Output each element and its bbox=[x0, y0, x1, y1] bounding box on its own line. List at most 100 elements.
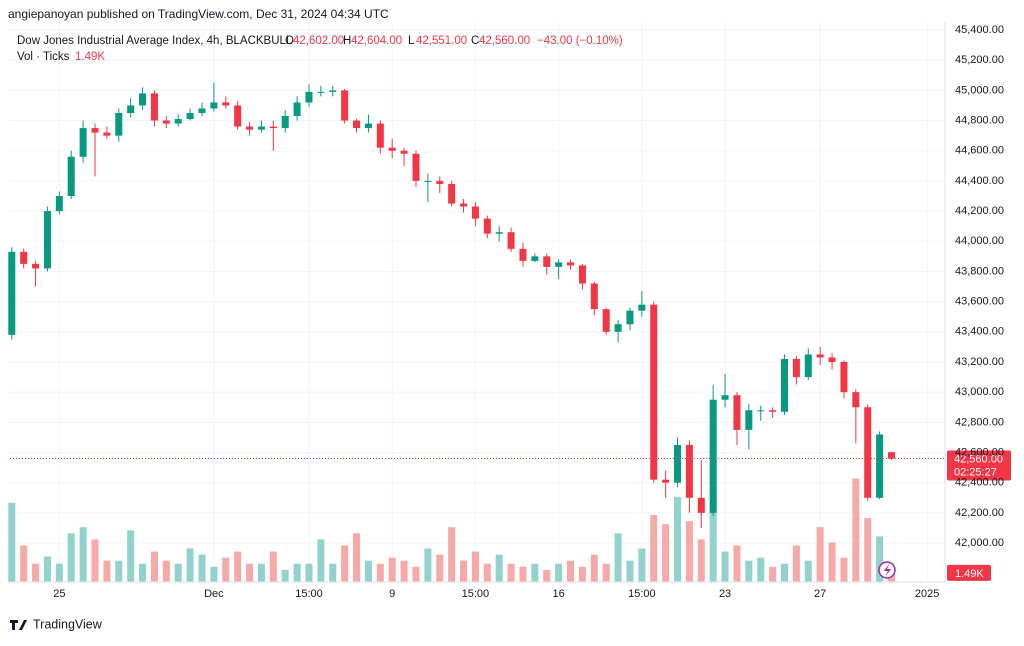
candle-body bbox=[567, 262, 575, 266]
y-tick-label: 42,800.00 bbox=[955, 416, 1004, 428]
legend-key: C bbox=[471, 35, 479, 47]
brand-logo[interactable] bbox=[10, 620, 27, 630]
volume-bar bbox=[127, 530, 135, 582]
legend-value: 42,604.00 bbox=[351, 35, 402, 47]
volume-bar bbox=[792, 545, 800, 582]
candle-body bbox=[614, 324, 622, 332]
candle-body bbox=[769, 410, 777, 412]
volume-bar bbox=[293, 563, 301, 582]
candle-body bbox=[460, 203, 468, 207]
candle-body bbox=[733, 395, 741, 430]
y-tick-label: 45,400.00 bbox=[955, 24, 1004, 36]
volume-bar bbox=[781, 563, 789, 582]
candle-body bbox=[626, 310, 634, 325]
candle-body bbox=[43, 211, 51, 269]
candle-body bbox=[876, 434, 884, 498]
x-tick-label: 15:00 bbox=[295, 588, 323, 600]
candle-body bbox=[269, 126, 277, 129]
y-tick-label: 44,400.00 bbox=[955, 175, 1004, 187]
legend-key: O bbox=[285, 35, 294, 47]
candle-body bbox=[816, 354, 824, 358]
volume-bar bbox=[246, 563, 254, 582]
candle-body bbox=[685, 444, 693, 498]
candle-body bbox=[745, 410, 753, 430]
volume-bar bbox=[317, 539, 325, 582]
candle-body bbox=[139, 93, 147, 106]
y-tick-label: 43,600.00 bbox=[955, 296, 1004, 308]
volume-bar bbox=[281, 569, 289, 582]
candle-body bbox=[507, 232, 515, 249]
candle-body bbox=[293, 102, 301, 117]
y-tick-label: 44,200.00 bbox=[955, 205, 1004, 217]
volume-bar bbox=[436, 554, 444, 582]
legend-value: 42,560.00 bbox=[479, 35, 530, 47]
volume-bar bbox=[150, 551, 158, 582]
y-tick-label: 44,000.00 bbox=[955, 235, 1004, 247]
candle-body bbox=[79, 128, 87, 157]
x-tick-label: 27 bbox=[814, 588, 826, 600]
x-tick-label: 2025 bbox=[915, 588, 939, 600]
x-tick-label: 16 bbox=[553, 588, 565, 600]
icon-bolt[interactable] bbox=[884, 564, 891, 577]
candle-body bbox=[412, 153, 420, 181]
candle-body bbox=[257, 126, 265, 130]
y-tick-label: 45,200.00 bbox=[955, 54, 1004, 66]
volume-bar bbox=[590, 554, 598, 582]
y-tick-label: 44,800.00 bbox=[955, 114, 1004, 126]
volume-bar bbox=[519, 566, 527, 582]
candle-body bbox=[792, 358, 800, 378]
candle-body bbox=[353, 120, 361, 129]
lightning-icon[interactable] bbox=[878, 561, 896, 579]
volume-bar bbox=[222, 557, 230, 582]
candle-body bbox=[590, 283, 598, 310]
candle-body bbox=[210, 102, 218, 109]
candle-body bbox=[20, 251, 28, 264]
volume-bar bbox=[388, 557, 396, 582]
volume-bar bbox=[198, 554, 206, 582]
candle-body bbox=[162, 120, 170, 124]
logo-mark[interactable] bbox=[10, 620, 27, 630]
candle-body bbox=[55, 195, 63, 212]
volume-bar bbox=[139, 563, 147, 582]
candle-body bbox=[305, 91, 313, 103]
volume-bar bbox=[828, 542, 836, 582]
volume-bar bbox=[816, 527, 824, 582]
y-tick-label: 43,800.00 bbox=[955, 265, 1004, 277]
y-tick-label: 43,200.00 bbox=[955, 356, 1004, 368]
candle-body bbox=[424, 180, 432, 182]
candle-body bbox=[246, 126, 254, 130]
candle-body bbox=[757, 410, 765, 412]
candle-body bbox=[317, 91, 325, 93]
volume-bar bbox=[67, 533, 75, 582]
volume-bar bbox=[852, 478, 860, 582]
volume-bar bbox=[804, 560, 812, 582]
candle-body bbox=[697, 497, 705, 513]
y-tick-label: 42,400.00 bbox=[955, 477, 1004, 489]
candle-body bbox=[709, 399, 717, 513]
volume-bar bbox=[733, 545, 741, 582]
x-tick-label: 25 bbox=[53, 588, 65, 600]
chart-title: Dow Jones Industrial Average Index, 4h, … bbox=[17, 35, 293, 47]
candle-body bbox=[91, 128, 99, 133]
candle-body bbox=[471, 206, 479, 219]
candle-body bbox=[555, 262, 563, 267]
candle-body bbox=[103, 132, 111, 136]
volume-bar bbox=[115, 560, 123, 582]
volume-bar bbox=[269, 551, 277, 582]
y-tick-label: 45,000.00 bbox=[955, 84, 1004, 96]
volume-bar bbox=[103, 560, 111, 582]
price-tag bbox=[947, 450, 1011, 481]
volume-bar bbox=[650, 515, 658, 582]
candle-body bbox=[531, 256, 539, 261]
volume-bar bbox=[709, 490, 717, 582]
volume-bar bbox=[55, 563, 63, 582]
candle-body bbox=[234, 105, 242, 127]
brand[interactable]: TradingView bbox=[33, 617, 103, 631]
volume-bar bbox=[364, 560, 372, 582]
volume-bar bbox=[602, 563, 610, 582]
y-tick-label: 43,000.00 bbox=[955, 386, 1004, 398]
volume-bar bbox=[353, 533, 361, 582]
volume-bar bbox=[531, 563, 539, 582]
volume-bar bbox=[305, 563, 313, 582]
candle-body bbox=[519, 248, 527, 261]
